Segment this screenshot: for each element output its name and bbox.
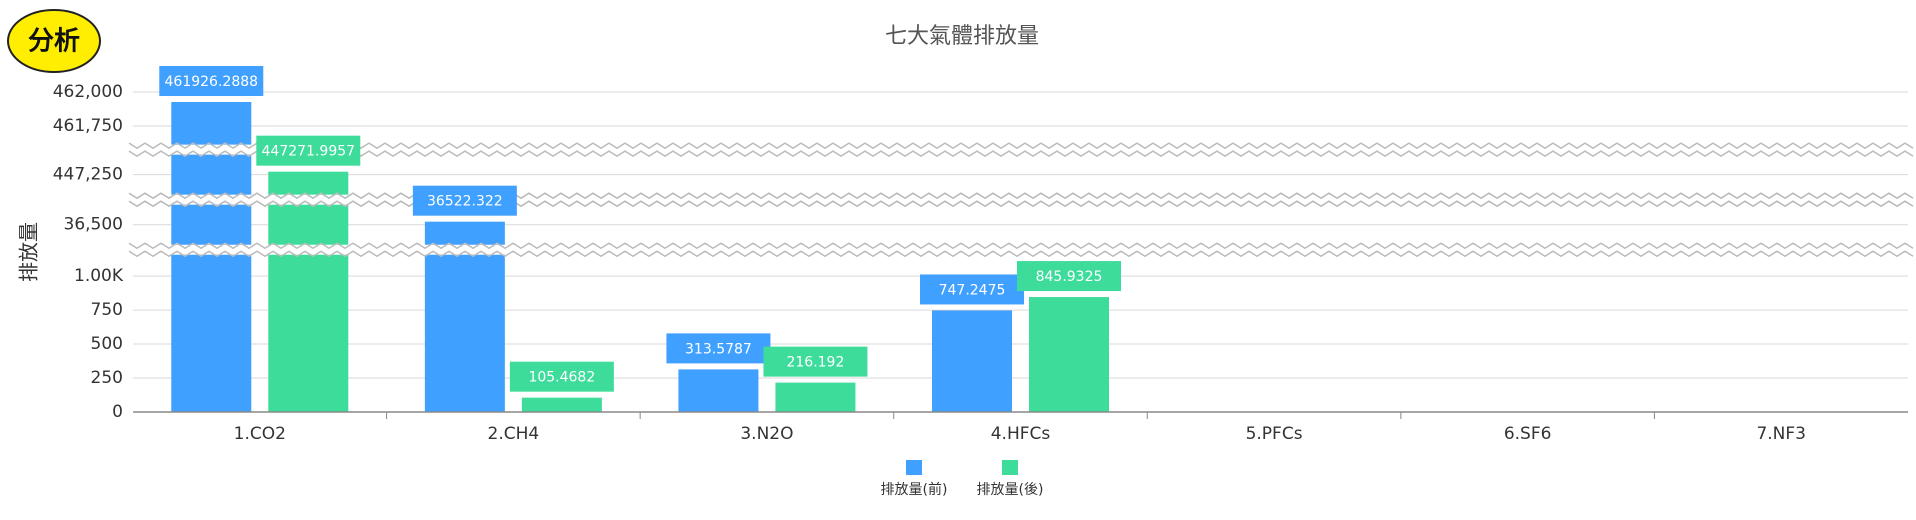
- y-tick-label: 750: [91, 300, 123, 320]
- y-tick-label: 447,250: [53, 165, 123, 185]
- value-label-box: [159, 66, 264, 97]
- y-tick-label: 462,000: [53, 82, 123, 102]
- value-label: 461926.2888: [165, 74, 259, 90]
- bar: [521, 397, 602, 412]
- x-tick-label: 6.SF6: [1504, 424, 1552, 444]
- legend-swatch: [1002, 460, 1018, 475]
- value-label: 313.5787: [685, 341, 752, 357]
- value-label: 216.192: [786, 355, 844, 371]
- axis-break: [129, 244, 1912, 255]
- value-label-box: [666, 333, 771, 364]
- y-tick-label: 36,500: [64, 215, 123, 235]
- value-label-box: [1017, 261, 1121, 292]
- legend-swatch: [906, 460, 922, 475]
- x-tick-label: 1.CO2: [234, 424, 286, 444]
- badge-shape: [7, 9, 101, 73]
- axis-break: [129, 144, 1912, 155]
- y-tick-label: 461,750: [53, 116, 123, 136]
- chart-title: 七大氣體排放量: [885, 24, 1039, 49]
- y-axis-label: 排放量: [17, 222, 41, 282]
- axis-break-line: [128, 242, 1914, 250]
- y-tick-label: 1.00K: [74, 266, 124, 286]
- value-label-box: [763, 346, 868, 377]
- legend-label: 排放量(後): [977, 482, 1044, 498]
- x-tick-label: 7.NF3: [1756, 424, 1806, 444]
- value-label: 747.2475: [939, 282, 1006, 298]
- value-label-box: [509, 361, 614, 392]
- axis-break-line: [128, 150, 1914, 158]
- bar: [775, 382, 856, 412]
- value-label: 845.9325: [1036, 269, 1103, 285]
- axis-break-line: [128, 142, 1914, 150]
- x-tick-label: 4.HFCs: [991, 424, 1051, 444]
- y-tick-label: 250: [91, 368, 123, 388]
- y-tick-label: 0: [112, 402, 123, 422]
- bar: [678, 369, 759, 412]
- bar: [932, 310, 1012, 412]
- value-label-box: [412, 185, 517, 216]
- value-label: 36522.322: [427, 194, 503, 210]
- x-tick-label: 5.PFCs: [1246, 424, 1303, 444]
- badge: 分析: [28, 27, 80, 57]
- value-label-box: [256, 135, 361, 166]
- axis-break: [129, 194, 1912, 205]
- legend-label: 排放量(前): [881, 481, 948, 498]
- y-tick-label: 500: [91, 334, 123, 354]
- value-label-box: [920, 274, 1024, 305]
- value-label: 105.4682: [528, 370, 595, 386]
- value-label: 447271.9957: [262, 144, 356, 160]
- bar: [1029, 297, 1109, 412]
- axis-break-line: [128, 250, 1914, 258]
- x-tick-label: 3.N2O: [740, 424, 793, 444]
- x-tick-label: 2.CH4: [488, 424, 540, 444]
- bar: [268, 171, 349, 412]
